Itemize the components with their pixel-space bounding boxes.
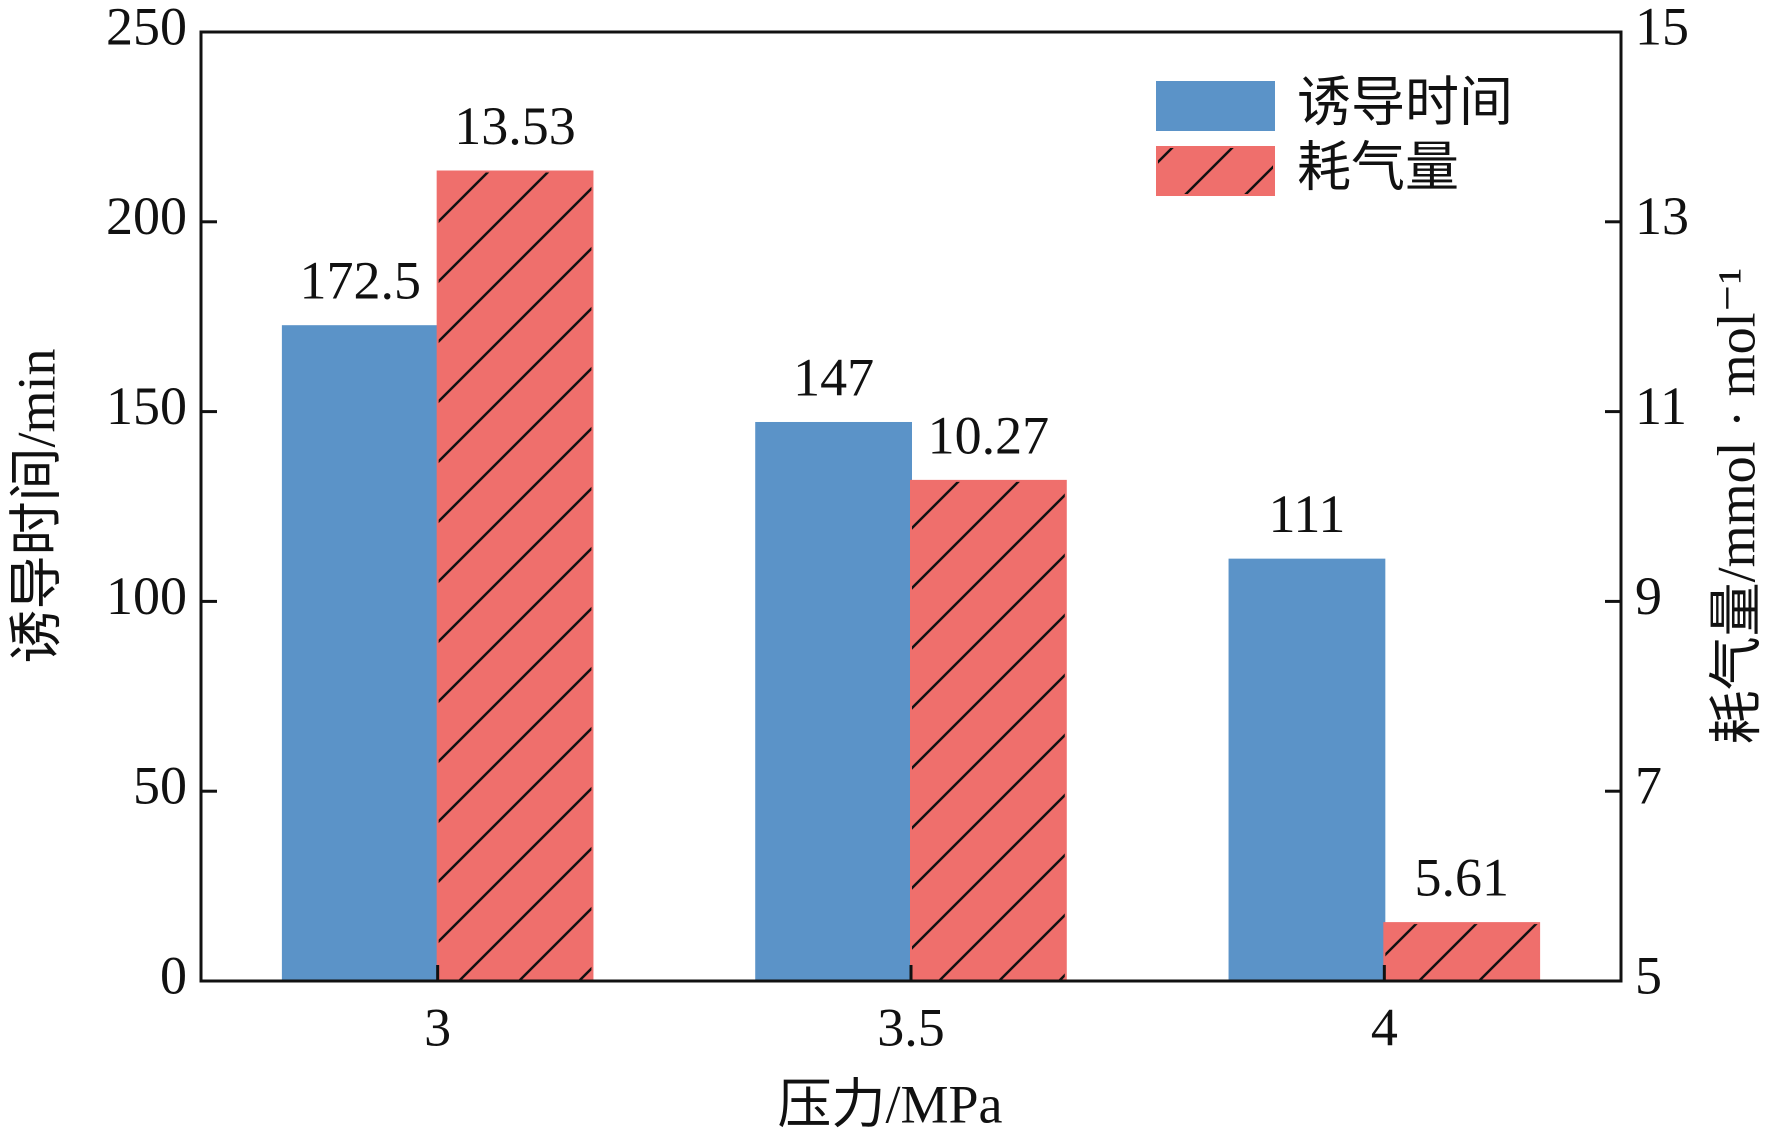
y2-tick-label: 15 [1635,0,1689,56]
bar [1228,558,1386,982]
bar [1383,922,1541,983]
legend-label: 耗气量 [1297,137,1459,197]
y-tick-label: 50 [133,756,187,816]
y-tick-label: 0 [160,945,187,1005]
y2-axis-label: 耗气量/mmol · mol⁻¹ [1706,268,1766,745]
x-axis-label: 压力/MPa [777,1074,1002,1134]
value-label: 147 [793,347,874,407]
y-tick-label: 250 [106,0,187,56]
legend-swatch [1156,146,1275,196]
y2-tick-label: 9 [1635,566,1662,626]
y2-tick-label: 11 [1635,376,1687,436]
bar [910,479,1067,982]
x-tick-label: 3.5 [877,997,945,1057]
y2-tick-label: 13 [1635,186,1689,246]
value-label: 5.61 [1414,848,1509,908]
bar [436,170,594,983]
x-tick-label: 4 [1371,997,1398,1057]
value-label: 13.53 [454,96,576,156]
value-label: 172.5 [300,251,422,311]
bar [755,421,912,983]
y2-tick-label: 5 [1635,945,1662,1005]
y-tick-label: 200 [106,186,187,246]
value-label: 111 [1268,484,1345,544]
y2-tick-label: 7 [1635,756,1662,816]
legend-swatch [1156,81,1275,131]
y-tick-label: 100 [106,566,187,626]
bar [281,325,439,982]
y-tick-label: 150 [106,376,187,436]
value-label: 10.27 [928,405,1050,465]
x-tick-label: 3 [424,997,451,1057]
y-axis-label: 诱导时间/min [6,348,66,663]
legend-label: 诱导时间 [1297,72,1513,132]
